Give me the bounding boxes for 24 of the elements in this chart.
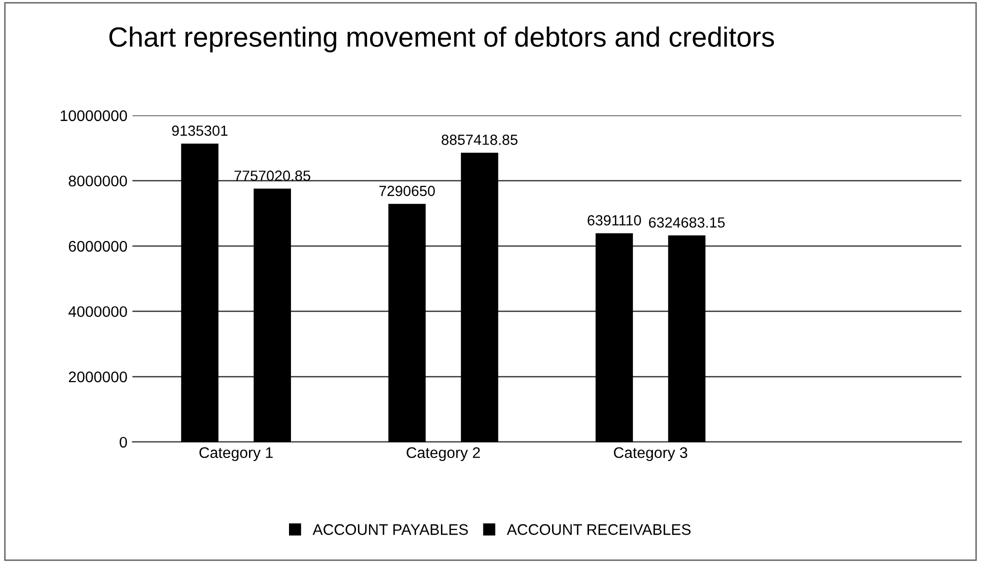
bar [181, 144, 218, 442]
data-label: 7757020.85 [234, 170, 310, 181]
chart-title: Chart representing movement of debtors and creditors [109, 26, 774, 52]
data-label: 8857418.85 [442, 134, 518, 145]
x-tick-label: Category 3 [614, 447, 688, 462]
y-tick-label: 0 [120, 436, 127, 448]
legend-label: ACCOUNT RECEIVABLES [506, 524, 691, 535]
data-label: 6391110 [588, 215, 642, 226]
y-tick-label: 6000000 [68, 240, 127, 252]
legend-label: ACCOUNT PAYABLES [312, 524, 468, 535]
y-tick-label: 2000000 [68, 372, 127, 382]
data-label: 7290650 [379, 186, 435, 196]
y-tick-label: 8000000 [68, 176, 127, 186]
y-tick-label: 4000000 [68, 306, 127, 318]
bar [460, 152, 498, 442]
y-tick-label: 10000000 [60, 110, 127, 122]
bar [668, 235, 706, 442]
bar [596, 233, 633, 442]
x-tick-label: Category 1 [199, 447, 273, 462]
data-label: 6324683.15 [649, 217, 725, 228]
bar [254, 188, 291, 442]
data-label: 9135301 [172, 126, 228, 136]
x-tick-label: Category 2 [406, 447, 480, 462]
bar [388, 204, 426, 442]
